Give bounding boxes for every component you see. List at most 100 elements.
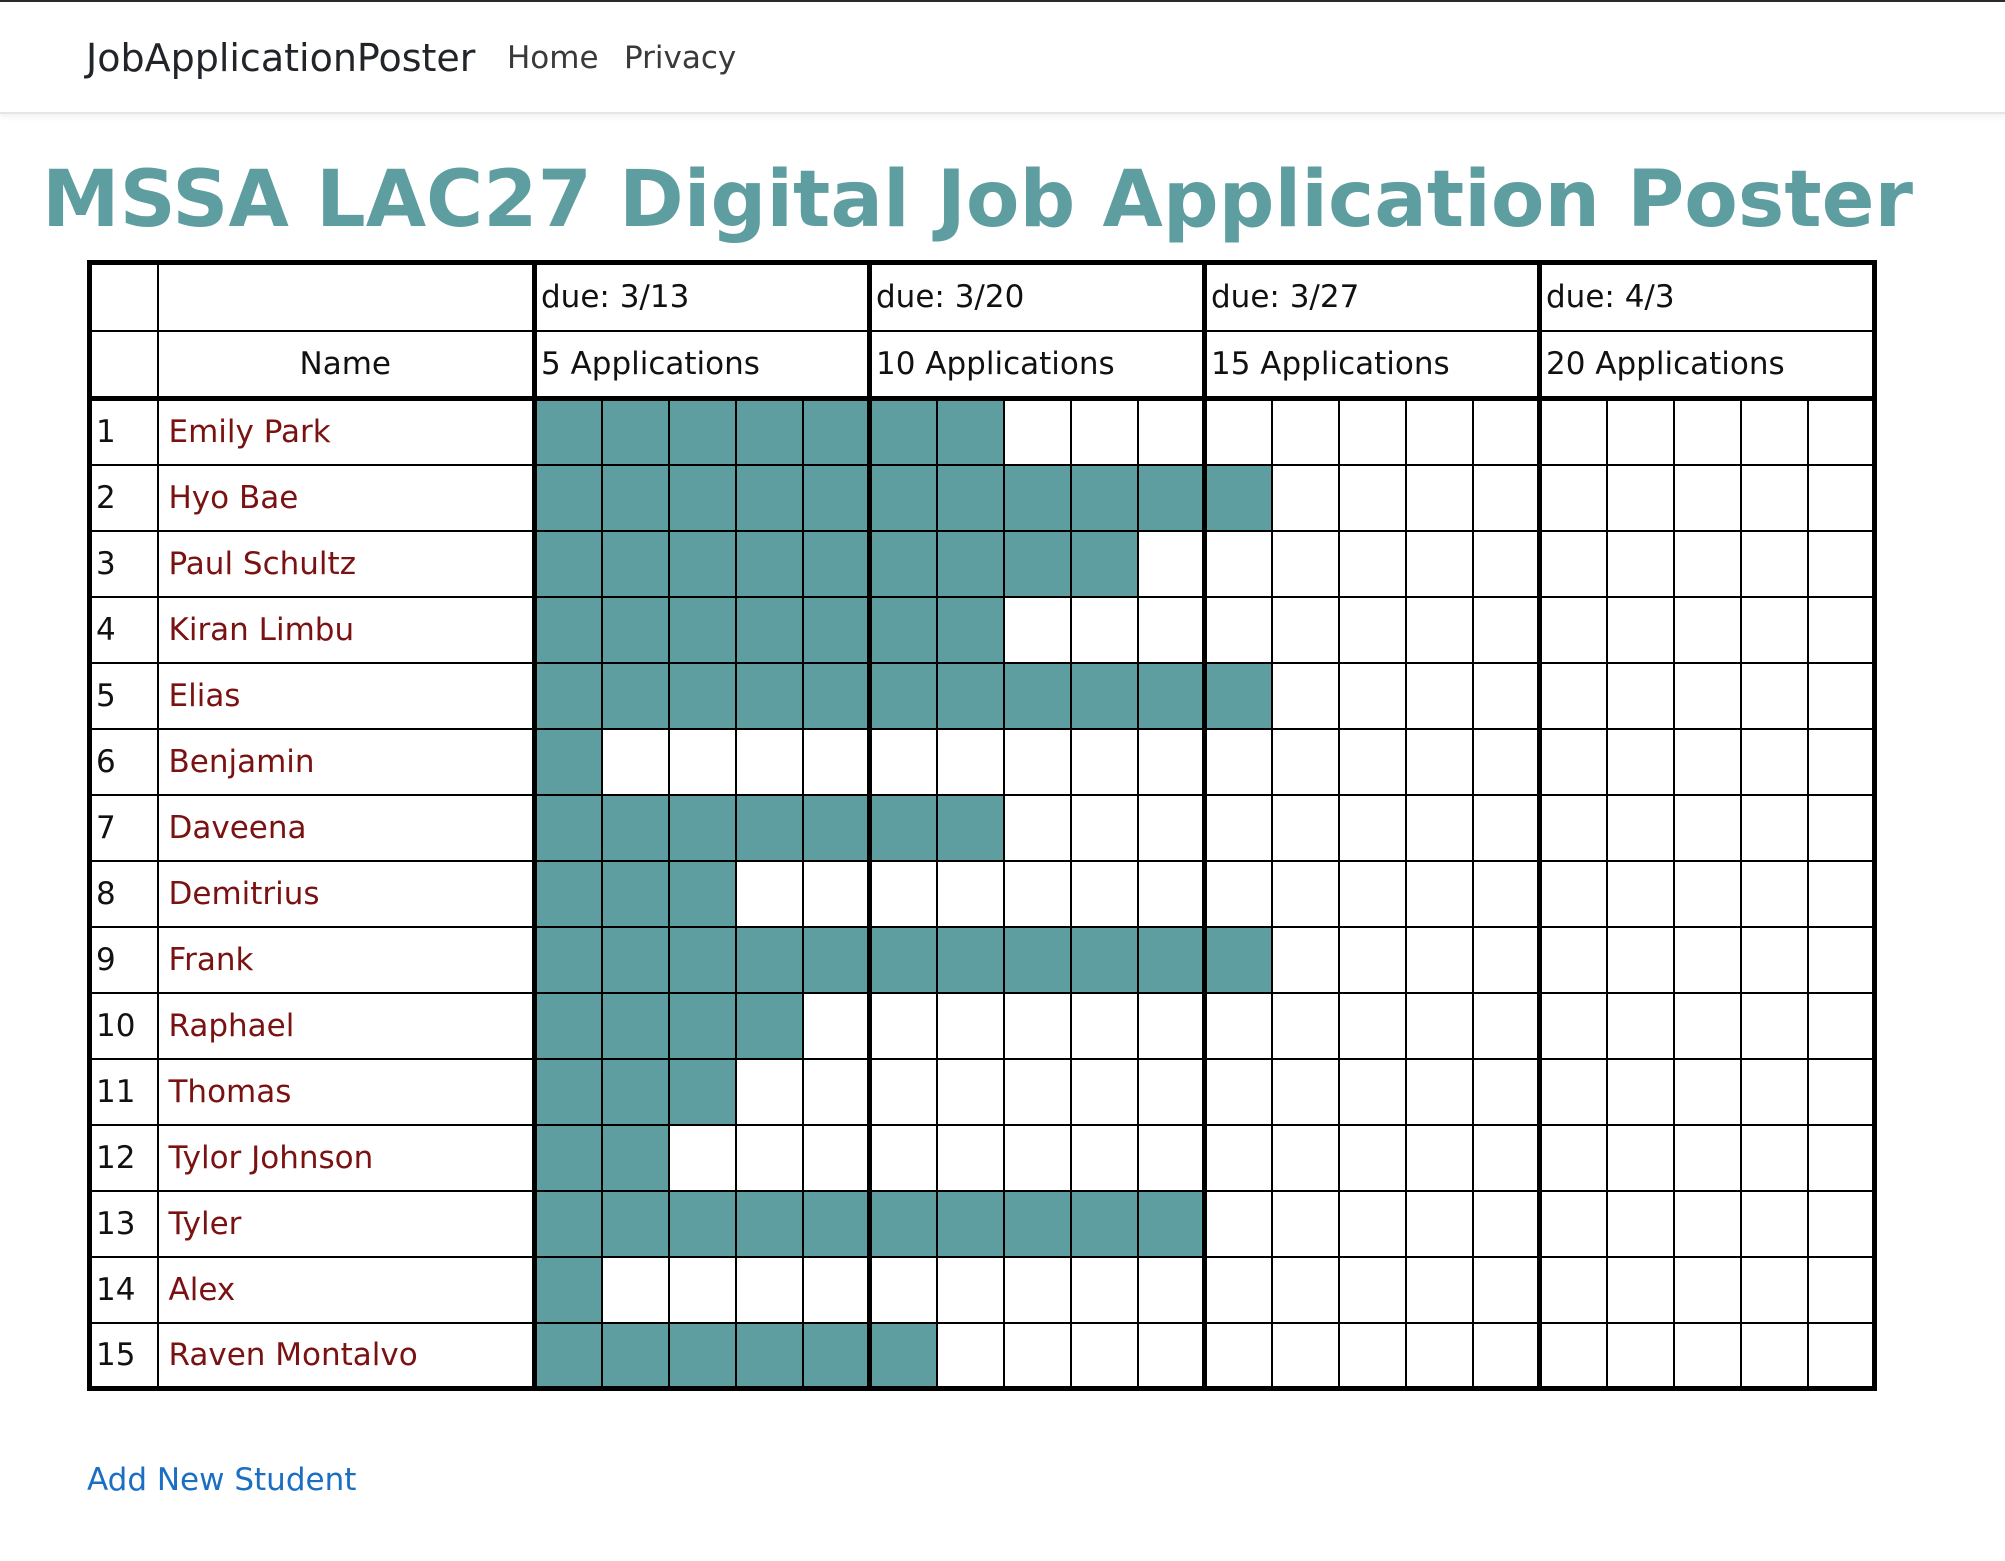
application-cell-filled (600, 1189, 670, 1258)
application-cell-empty (1806, 727, 1876, 796)
application-cell-empty (1672, 661, 1742, 730)
application-cell-filled (935, 661, 1005, 730)
student-name-link[interactable]: Paul Schultz (156, 529, 536, 598)
add-new-student-link[interactable]: Add New Student (87, 1462, 357, 1498)
application-cell-filled (532, 727, 603, 796)
application-cell-empty (1202, 1255, 1273, 1324)
application-cell-empty (1605, 661, 1675, 730)
application-cell-filled (600, 1321, 670, 1390)
application-cell-filled (935, 529, 1005, 598)
application-cell-empty (1605, 463, 1675, 532)
student-row: 13 Tyler (88, 1189, 1876, 1258)
student-name-link[interactable]: Benjamin (156, 727, 536, 796)
student-row: 11 Thomas (88, 1057, 1876, 1126)
student-name-link[interactable]: Elias (156, 661, 536, 730)
application-cell-empty (1806, 1057, 1876, 1126)
application-cell-empty (1136, 529, 1206, 598)
application-cell-filled (532, 529, 603, 598)
student-name-link[interactable]: Raphael (156, 991, 536, 1060)
student-name-link[interactable]: Tyler (156, 1189, 536, 1258)
student-number: 3 (88, 529, 159, 598)
application-cell-empty (1471, 991, 1541, 1060)
application-cell-empty (1202, 727, 1273, 796)
application-cell-empty (1672, 463, 1742, 532)
student-row: 7 Daveena (88, 793, 1876, 862)
application-cell-empty (1202, 1321, 1273, 1390)
student-name-link[interactable]: Emily Park (156, 397, 536, 466)
application-cell-filled (935, 595, 1005, 664)
student-number: 12 (88, 1123, 159, 1192)
application-cell-empty (1404, 529, 1474, 598)
nav-link-privacy[interactable]: Privacy (624, 40, 737, 76)
student-number: 11 (88, 1057, 159, 1126)
application-cell-empty (867, 1123, 938, 1192)
application-cell-empty (1069, 991, 1139, 1060)
application-cell-empty (1202, 1189, 1273, 1258)
student-name-link[interactable]: Thomas (156, 1057, 536, 1126)
student-row: 3 Paul Schultz (88, 529, 1876, 598)
application-cell-filled (1002, 529, 1072, 598)
application-cell-filled (1136, 463, 1206, 532)
student-name-link[interactable]: Frank (156, 925, 536, 994)
application-cell-empty (1605, 793, 1675, 862)
application-cell-empty (1337, 1255, 1407, 1324)
application-cell-filled (1202, 661, 1273, 730)
student-name-link[interactable]: Demitrius (156, 859, 536, 928)
application-cell-empty (1672, 727, 1742, 796)
application-cell-empty (1069, 1123, 1139, 1192)
application-cell-empty (801, 1255, 871, 1324)
application-cell-empty (1806, 595, 1876, 664)
nav-link-home[interactable]: Home (507, 40, 599, 76)
application-cell-empty (1471, 1321, 1541, 1390)
application-cell-empty (1605, 397, 1675, 466)
application-cell-filled (532, 1321, 603, 1390)
student-row: 8 Demitrius (88, 859, 1876, 928)
student-row: 1 Emily Park (88, 397, 1876, 466)
student-number: 5 (88, 661, 159, 730)
application-cell-filled (667, 595, 737, 664)
applications-goal-header: 20 Applications (1537, 329, 1876, 401)
application-cell-empty (600, 1255, 670, 1324)
student-name-link[interactable]: Daveena (156, 793, 536, 862)
application-cell-filled (734, 991, 804, 1060)
application-cell-empty (1202, 859, 1273, 928)
student-number: 14 (88, 1255, 159, 1324)
application-cell-empty (1739, 661, 1809, 730)
application-cell-empty (1136, 1057, 1206, 1126)
application-cell-empty (1672, 595, 1742, 664)
application-cell-filled (532, 793, 603, 862)
application-cell-empty (1404, 661, 1474, 730)
student-name-link[interactable]: Alex (156, 1255, 536, 1324)
application-cell-empty (1537, 1255, 1608, 1324)
application-cell-empty (1202, 991, 1273, 1060)
application-cell-empty (1739, 397, 1809, 466)
application-cell-empty (1806, 1255, 1876, 1324)
application-cell-empty (1337, 1321, 1407, 1390)
application-cell-empty (734, 1123, 804, 1192)
application-cell-empty (1605, 1321, 1675, 1390)
application-cell-empty (1537, 529, 1608, 598)
application-cell-empty (1337, 463, 1407, 532)
student-name-link[interactable]: Hyo Bae (156, 463, 536, 532)
application-cell-filled (1069, 463, 1139, 532)
application-cell-empty (1404, 1321, 1474, 1390)
brand-link[interactable]: JobApplicationPoster (86, 36, 476, 80)
application-cell-filled (734, 925, 804, 994)
application-cell-empty (1471, 397, 1541, 466)
application-cell-empty (1471, 463, 1541, 532)
student-name-link[interactable]: Tylor Johnson (156, 1123, 536, 1192)
application-cell-empty (1537, 727, 1608, 796)
student-row: 6 Benjamin (88, 727, 1876, 796)
application-cell-empty (1337, 1189, 1407, 1258)
application-cell-filled (801, 463, 871, 532)
student-name-link[interactable]: Kiran Limbu (156, 595, 536, 664)
application-cell-empty (1136, 727, 1206, 796)
application-cell-empty (1739, 1255, 1809, 1324)
application-cell-empty (1537, 1189, 1608, 1258)
application-cell-empty (1136, 595, 1206, 664)
application-cell-empty (1002, 595, 1072, 664)
application-cell-empty (1270, 463, 1340, 532)
student-number: 9 (88, 925, 159, 994)
student-name-link[interactable]: Raven Montalvo (156, 1321, 536, 1390)
application-cell-empty (1471, 595, 1541, 664)
